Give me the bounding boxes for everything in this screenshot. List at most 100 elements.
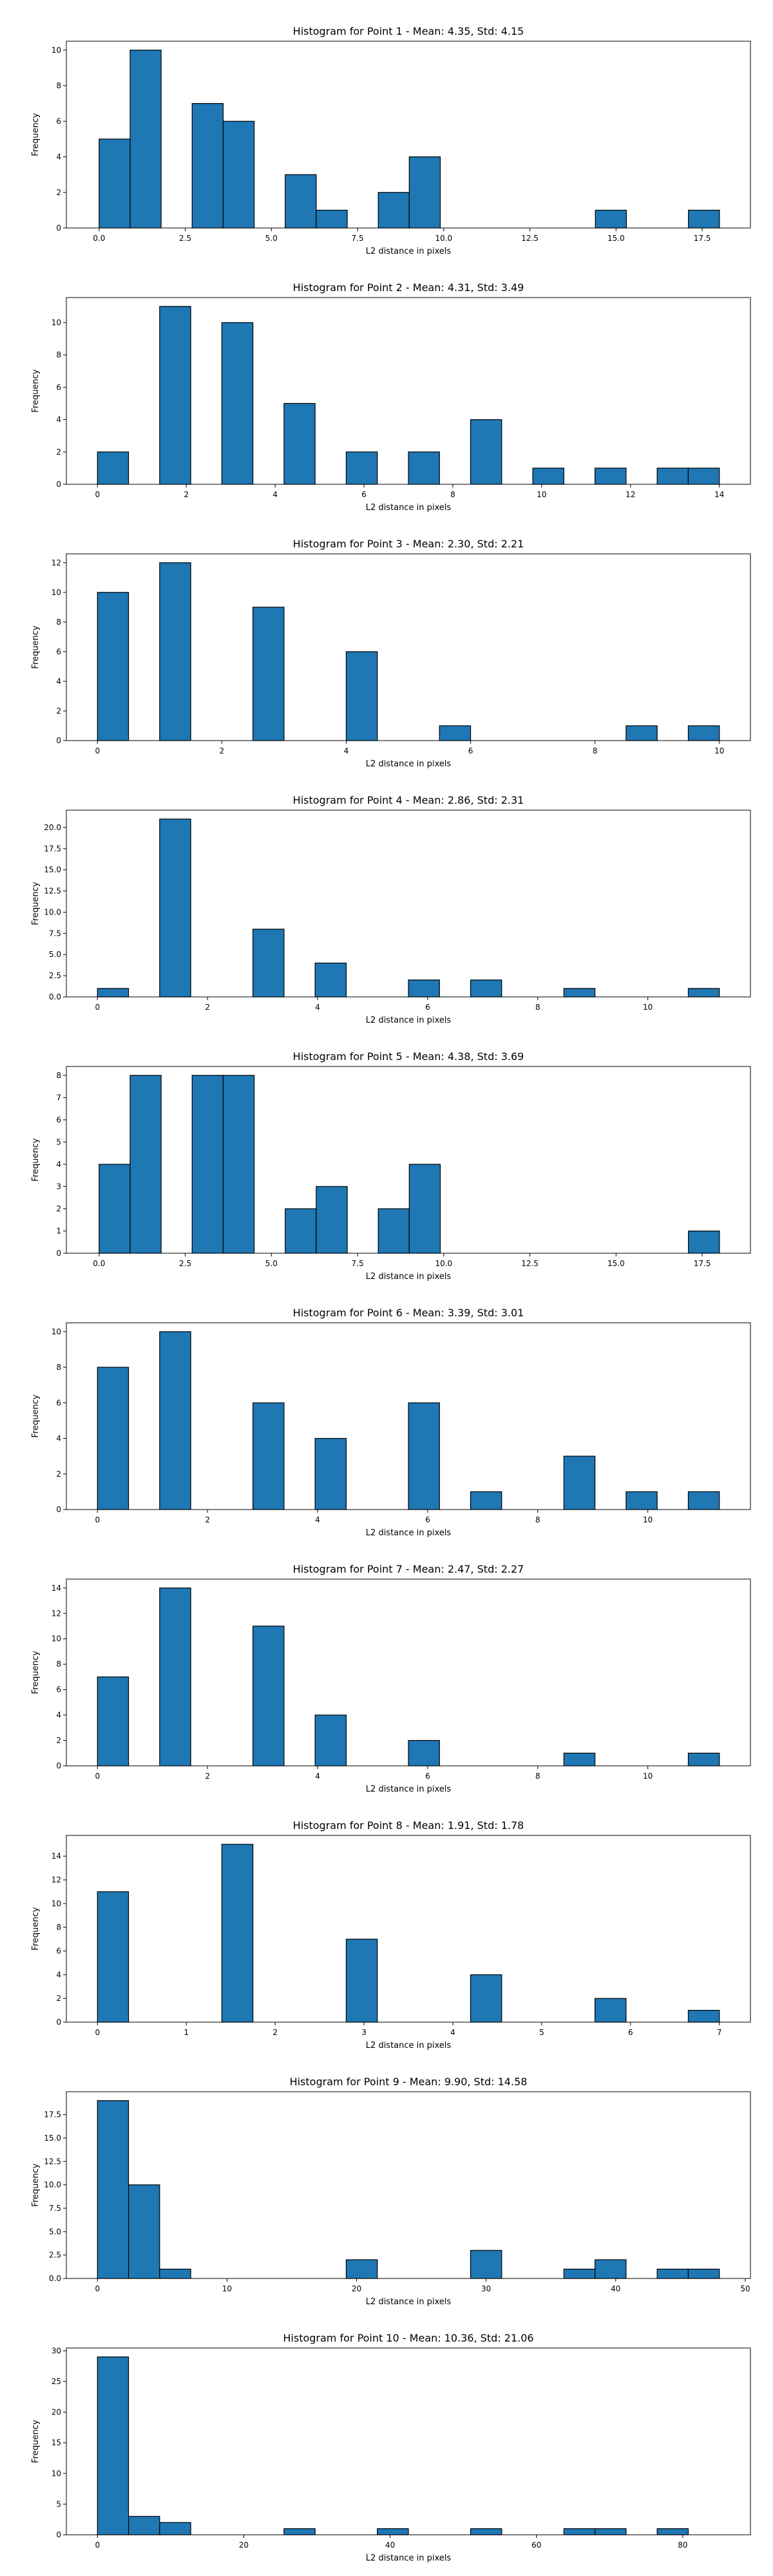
x-tick-label: 2 [205,1772,210,1781]
plot-frame [66,1066,751,1254]
y-tick-label: 0 [56,736,61,745]
histogram-bar [221,322,254,485]
x-tick-label: 0 [95,490,100,499]
x-tick-label: 7.5 [352,234,364,243]
x-tick-label: 10 [643,1515,653,1524]
histogram-bar [99,1164,131,1254]
y-axis-label: Frequency [31,113,41,156]
x-tick-label: 8 [535,1772,540,1781]
x-tick-label: 4 [315,1003,320,1012]
x-axis-label: L2 distance in pixels [366,759,452,769]
y-tick-label: 1 [56,1226,61,1235]
histogram-bar [97,1891,129,2023]
histogram-bar [191,1075,224,1254]
histogram-bar [563,1455,596,1510]
histogram-bar [377,1208,410,1254]
x-tick-label: 6 [468,746,473,755]
histogram-bar [129,1075,162,1254]
y-tick-label: 30 [52,2346,61,2355]
x-axis-label: L2 distance in pixels [366,503,452,513]
y-tick-label: 10 [52,1327,61,1336]
plot-frame [66,1578,751,1766]
histogram-bar [408,451,440,485]
histogram-panel: Histogram for Point 2 - Mean: 4.31, Std:… [31,281,751,513]
x-tick-label: 4 [450,2028,455,2037]
chart-title: Histogram for Point 8 - Mean: 1.91, Std:… [293,1819,524,1832]
histogram-bar [159,2522,191,2535]
y-tick-label: 6 [56,1398,61,1407]
histogram-bar [159,306,191,485]
x-tick-label: 40 [385,2541,395,2550]
x-tick-label: 60 [531,2541,541,2550]
y-tick-label: 5.0 [49,950,61,959]
histogram-bar [345,451,378,485]
chart-title: Histogram for Point 9 - Mean: 9.90, Std:… [290,2076,528,2088]
histogram-panel: Histogram for Point 7 - Mean: 2.47, Std:… [31,1563,751,1794]
x-tick-label: 0.0 [93,234,105,243]
y-tick-label: 0 [56,1249,61,1258]
x-tick-label: 2 [205,1003,210,1012]
x-tick-label: 0 [95,746,100,755]
y-tick-label: 10.0 [44,2181,61,2190]
histogram-bar [377,192,410,229]
chart-title: Histogram for Point 6 - Mean: 3.39, Std:… [293,1307,524,1319]
x-tick-label: 15.0 [607,1259,625,1268]
y-tick-label: 15.0 [44,866,61,875]
histogram-bar [470,2249,502,2279]
histogram-panel: Histogram for Point 4 - Mean: 2.86, Std:… [31,794,751,1025]
x-tick-label: 20 [239,2541,249,2550]
histogram-bar [128,2184,160,2279]
y-tick-label: 10 [52,1634,61,1643]
y-tick-label: 8 [56,1363,61,1372]
histogram-bar [563,2528,596,2535]
y-tick-label: 6 [56,1115,61,1124]
chart-title: Histogram for Point 4 - Mean: 2.86, Std:… [293,794,524,806]
x-tick-label: 3 [361,2028,367,2037]
y-axis-label: Frequency [31,1138,41,1181]
histogram-bar [97,1676,129,1766]
x-tick-label: 17.5 [694,1259,711,1268]
y-tick-label: 15 [52,2438,61,2447]
histogram-panel: Histogram for Point 10 - Mean: 10.36, St… [31,2332,751,2563]
histogram-bar [283,402,316,485]
chart-title: Histogram for Point 3 - Mean: 2.30, Std:… [293,538,524,550]
histogram-bar [470,980,502,998]
chart-title: Histogram for Point 5 - Mean: 4.38, Std:… [293,1050,524,1063]
histogram-bar [687,988,720,998]
histogram-bar [159,1331,191,1510]
histogram-bar [656,468,689,485]
histogram-panel: Histogram for Point 3 - Mean: 2.30, Std:… [31,538,751,769]
histogram-bar [563,2268,596,2279]
y-tick-label: 4 [56,1970,61,1979]
histogram-bar [221,1844,254,2023]
y-tick-label: 2 [56,188,61,197]
y-tick-label: 10 [52,2469,61,2478]
histogram-bar [159,819,191,998]
x-tick-label: 6 [425,1003,430,1012]
x-tick-label: 2 [205,1515,210,1524]
x-tick-label: 12 [625,490,635,499]
histogram-bar [408,980,440,998]
histogram-bar [316,1186,348,1254]
x-tick-label: 17.5 [694,234,711,243]
histogram-bar [129,50,162,229]
histogram-bar [285,174,317,229]
x-axis-label: L2 distance in pixels [366,2297,452,2307]
x-tick-label: 5 [539,2028,544,2037]
y-tick-label: 12.5 [44,2157,61,2166]
y-tick-label: 14 [52,1584,61,1593]
x-tick-label: 4 [344,746,349,755]
y-tick-label: 17.5 [44,2110,61,2119]
x-tick-label: 8 [535,1515,540,1524]
histogram-bar [316,209,348,229]
histogram-bar [285,1208,317,1254]
y-axis-label: Frequency [31,625,41,668]
y-tick-label: 7.5 [49,929,61,938]
y-tick-label: 10.0 [44,907,61,916]
histogram-bar [470,1491,502,1510]
y-tick-label: 0 [56,480,61,489]
histogram-bar [159,1587,191,1766]
y-tick-label: 0.0 [49,2274,61,2283]
x-tick-label: 4 [315,1515,320,1524]
histogram-bar [595,2528,627,2535]
